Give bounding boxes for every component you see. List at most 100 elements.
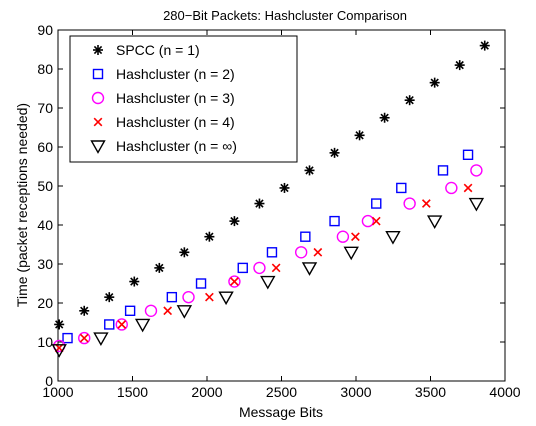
data-point (379, 112, 390, 123)
data-point (195, 278, 207, 289)
data-point (396, 182, 407, 194)
data-point (271, 263, 281, 273)
data-point (361, 214, 375, 228)
x-tick-label: 2500 (266, 384, 297, 400)
data-point (182, 290, 195, 304)
series-4 (51, 197, 485, 358)
y-axis-label: Time (packet receptions needed) (14, 103, 30, 307)
data-point (470, 164, 483, 177)
data-point (260, 275, 276, 290)
data-point (371, 198, 382, 209)
legend-label: Hashcluster (n = 4) (116, 114, 235, 130)
series-1 (62, 149, 474, 344)
data-point (254, 198, 265, 209)
data-point (351, 232, 360, 242)
data-point (104, 292, 115, 303)
series-3 (54, 183, 473, 353)
legend-box (69, 35, 298, 163)
legend-label: Hashcluster (n = ∞) (116, 138, 237, 154)
data-point (371, 216, 381, 226)
data-point (385, 230, 401, 245)
legend-marker (93, 45, 103, 55)
data-point (124, 305, 136, 316)
data-point (228, 275, 241, 288)
data-point (304, 165, 315, 176)
data-point (463, 183, 473, 193)
data-point (300, 231, 311, 242)
data-point (204, 231, 215, 242)
data-series (51, 40, 490, 358)
data-point (179, 247, 190, 258)
data-point (429, 77, 440, 88)
data-point (229, 216, 240, 227)
data-point (343, 246, 359, 261)
y-axis: 0 10 20 30 40 50 60 70 80 90 (37, 22, 505, 389)
data-point (230, 277, 239, 286)
y-tick-label: 70 (37, 100, 53, 116)
x-tick-label: 2000 (191, 384, 222, 400)
x-axis: 1000 1500 2000 2500 3000 3500 4000 (42, 30, 521, 400)
data-point (301, 262, 318, 276)
data-point (253, 261, 266, 275)
legend: SPCC (n = 1) Hashcluster (n = 2) Hashclust… (69, 35, 298, 163)
y-tick-label: 10 (37, 334, 53, 350)
data-point (205, 292, 214, 302)
data-point (129, 276, 140, 287)
data-point (154, 262, 165, 273)
series-2 (52, 164, 483, 353)
legend-label: Hashcluster (n = 3) (116, 90, 235, 106)
y-tick-label: 90 (37, 22, 53, 38)
data-point (437, 165, 449, 176)
data-point (313, 247, 323, 257)
legend-marker (91, 91, 105, 105)
chart-title: 280−Bit Packets: Hashcluster Comparison (163, 8, 407, 23)
x-tick-label: 1500 (117, 384, 148, 400)
data-point (54, 319, 65, 330)
y-tick-label: 20 (37, 295, 53, 311)
data-point (266, 247, 278, 258)
y-tick-label: 30 (37, 256, 53, 272)
legend-label: SPCC (n = 1) (116, 42, 200, 58)
legend-marker (92, 68, 104, 80)
data-point (218, 291, 234, 306)
data-point (329, 215, 340, 227)
y-tick-label: 60 (37, 139, 53, 155)
data-point (134, 318, 151, 333)
data-point (163, 306, 173, 316)
data-point (329, 147, 340, 158)
data-point (93, 332, 109, 347)
data-point (79, 305, 90, 316)
series-0 (54, 40, 490, 330)
y-tick-label: 50 (37, 178, 53, 194)
x-tick-label: 3000 (340, 384, 371, 400)
data-point (421, 199, 431, 208)
data-point (462, 149, 474, 161)
data-point (426, 215, 443, 230)
data-point (468, 197, 485, 212)
data-point (117, 320, 127, 329)
data-point (79, 333, 89, 343)
data-point (78, 331, 91, 345)
data-point (104, 319, 115, 330)
data-point (479, 40, 490, 51)
x-axis-label: Message Bits (239, 404, 323, 420)
data-point (404, 95, 415, 106)
data-point (354, 130, 365, 141)
data-point (294, 246, 308, 259)
data-point (403, 197, 416, 210)
data-point (336, 230, 350, 243)
data-point (51, 344, 67, 358)
data-point (166, 291, 178, 303)
x-tick-label: 4000 (489, 384, 520, 400)
data-point (237, 262, 248, 274)
y-tick-label: 80 (37, 61, 53, 77)
data-point (279, 182, 290, 193)
data-point (144, 304, 158, 317)
data-point (445, 181, 458, 195)
data-point (454, 60, 465, 71)
legend-marker (93, 117, 103, 127)
data-point (176, 305, 193, 319)
data-point (115, 318, 128, 331)
x-tick-label: 1000 (42, 384, 73, 400)
